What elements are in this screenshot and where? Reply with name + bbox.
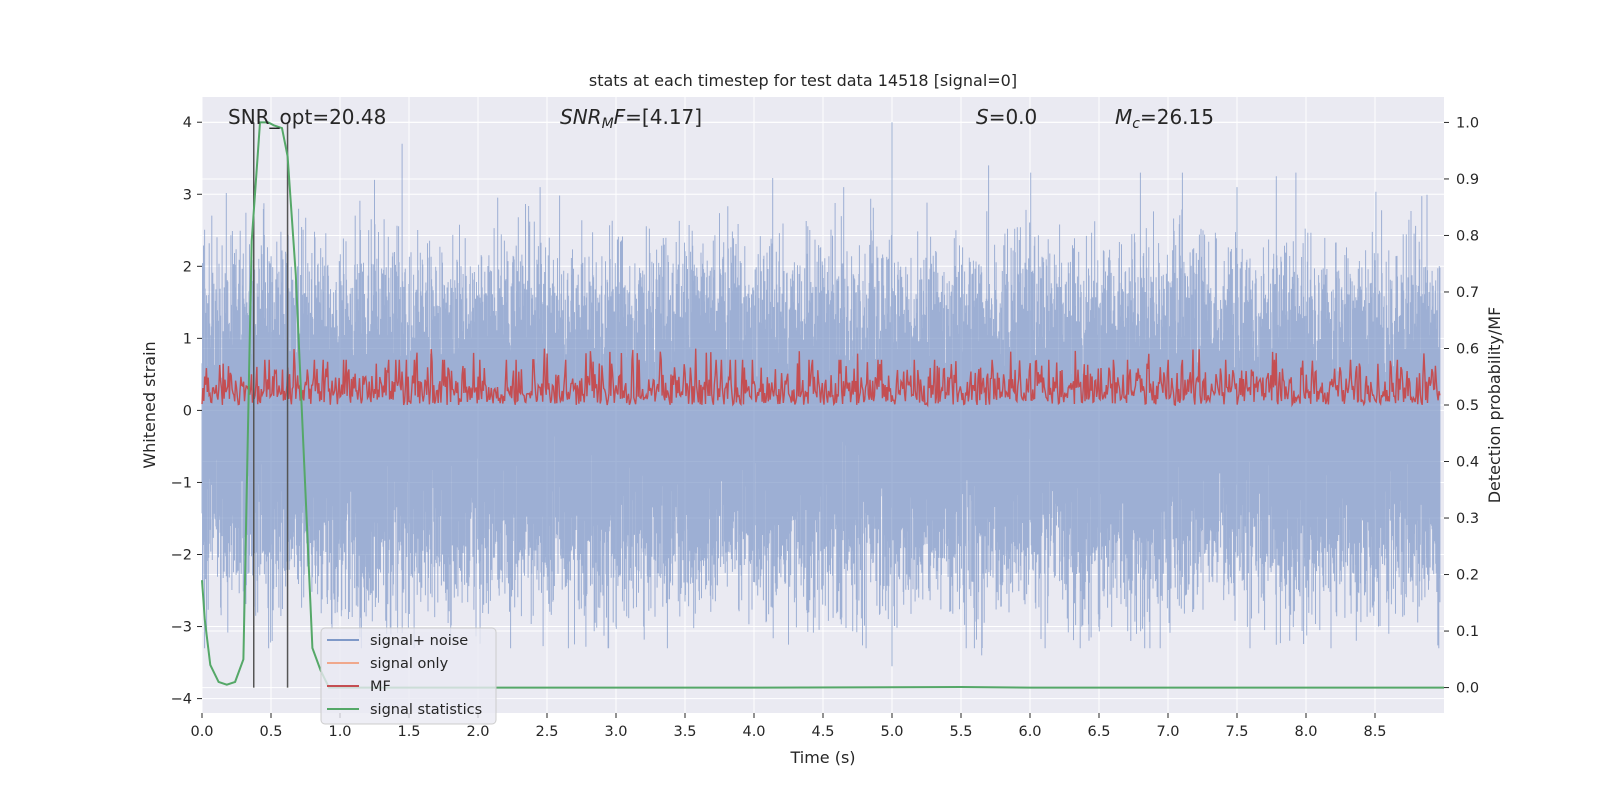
- x-tick-label-2: 1.0: [328, 724, 351, 740]
- y2-tick-label-8: 0.2: [1456, 568, 1479, 584]
- y2-tick-label-4: 0.6: [1456, 341, 1479, 357]
- annotation-snr-mf-sub: M: [602, 116, 614, 132]
- annotation-mc: Mc=26.15: [1115, 105, 1214, 132]
- y-tick-label-3: 1: [183, 331, 192, 347]
- y-tick-label-5: −1: [171, 475, 192, 491]
- annotation-snr-mf-var2: F: [614, 105, 626, 129]
- y-axis-ticks: 4 3 2 1 0 −1 −2 −3 −4: [171, 115, 202, 708]
- y-tick-label-1: 3: [183, 187, 192, 203]
- y-tick-label-0: 4: [183, 115, 192, 131]
- y2-tick-label-3: 0.7: [1456, 285, 1479, 301]
- annotation-s: S=0.0: [976, 105, 1037, 129]
- annotation-mc-val: =26.15: [1140, 105, 1214, 129]
- x-axis-ticks: 0.0 0.5 1.0 1.5 2.0 2.5 3.0 3.5 4.0 4.5 5.0 5.5 6.0 6…: [190, 713, 1387, 740]
- y2-tick-label-1: 0.9: [1456, 172, 1479, 188]
- y2-axis-label: Detection probability/MF: [1485, 307, 1504, 504]
- x-tick-label-12: 6.0: [1018, 724, 1041, 740]
- y-axis-label: Whitened strain: [140, 341, 159, 468]
- mf-series: [201, 348, 1441, 408]
- legend: signal+ noise signal only MF signal stat…: [320, 627, 497, 725]
- chart-title: stats at each timestep for test data 145…: [589, 71, 1017, 90]
- x-tick-label-9: 4.5: [811, 724, 834, 740]
- y2-tick-label-6: 0.4: [1456, 455, 1479, 471]
- legend-label-mf: MF: [370, 679, 391, 695]
- y2-tick-label-7: 0.3: [1456, 511, 1479, 527]
- annotation-s-var: S: [976, 105, 989, 129]
- mf-line: [201, 348, 1441, 408]
- annotation-snr-opt: SNR_opt=20.48: [228, 105, 386, 129]
- signal-statistics-line: [201, 121, 1444, 689]
- y-tick-label-6: −2: [171, 547, 192, 563]
- x-tick-label-1: 0.5: [259, 724, 282, 740]
- x-tick-label-5: 2.5: [535, 724, 558, 740]
- y-tick-label-4: 0: [183, 403, 192, 419]
- x-tick-label-14: 7.0: [1156, 724, 1179, 740]
- annotation-s-val: =0.0: [989, 105, 1038, 129]
- legend-label-signal-statistics: signal statistics: [370, 702, 482, 718]
- y-tick-label-2: 2: [183, 259, 192, 275]
- x-tick-label-13: 6.5: [1087, 724, 1110, 740]
- legend-label-signal-only: signal only: [370, 656, 449, 672]
- x-tick-label-15: 7.5: [1225, 724, 1248, 740]
- x-tick-label-3: 1.5: [397, 724, 420, 740]
- signal-statistics-series: [201, 121, 1444, 689]
- x-tick-label-7: 3.5: [673, 724, 696, 740]
- y2-tick-label-5: 0.5: [1456, 398, 1479, 414]
- y2-axis-ticks: 1.0 0.9 0.8 0.7 0.6 0.5 0.4 0.3 0.2 0.1 0.0: [1444, 115, 1479, 697]
- y-tick-label-8: −4: [171, 692, 192, 708]
- annotation-mc-var: M: [1115, 105, 1132, 129]
- x-tick-label-6: 3.0: [604, 724, 627, 740]
- x-tick-label-10: 5.0: [880, 724, 903, 740]
- x-tick-label-8: 4.0: [742, 724, 765, 740]
- y2-tick-label-9: 0.1: [1456, 624, 1479, 640]
- legend-label-signal-plus-noise: signal+ noise: [370, 633, 468, 649]
- x-tick-label-11: 5.5: [949, 724, 972, 740]
- x-tick-label-0: 0.0: [190, 724, 213, 740]
- x-axis-label: Time (s): [789, 748, 855, 767]
- y2-tick-label-10: 0.0: [1456, 681, 1479, 697]
- x-tick-label-16: 8.0: [1294, 724, 1317, 740]
- y2-tick-label-2: 0.8: [1456, 228, 1479, 244]
- x-tick-label-17: 8.5: [1363, 724, 1386, 740]
- annotation-snr-mf-var: SNR: [560, 105, 602, 129]
- x-tick-label-4: 2.0: [466, 724, 489, 740]
- legend-box: [320, 627, 497, 725]
- y-tick-label-7: −3: [171, 620, 192, 636]
- annotation-snr-mf: SNRMF=[4.17]: [560, 105, 702, 132]
- annotation-mc-sub: c: [1132, 116, 1140, 132]
- annotation-snr-mf-val: =[4.17]: [625, 105, 702, 129]
- y2-tick-label-0: 1.0: [1456, 115, 1479, 131]
